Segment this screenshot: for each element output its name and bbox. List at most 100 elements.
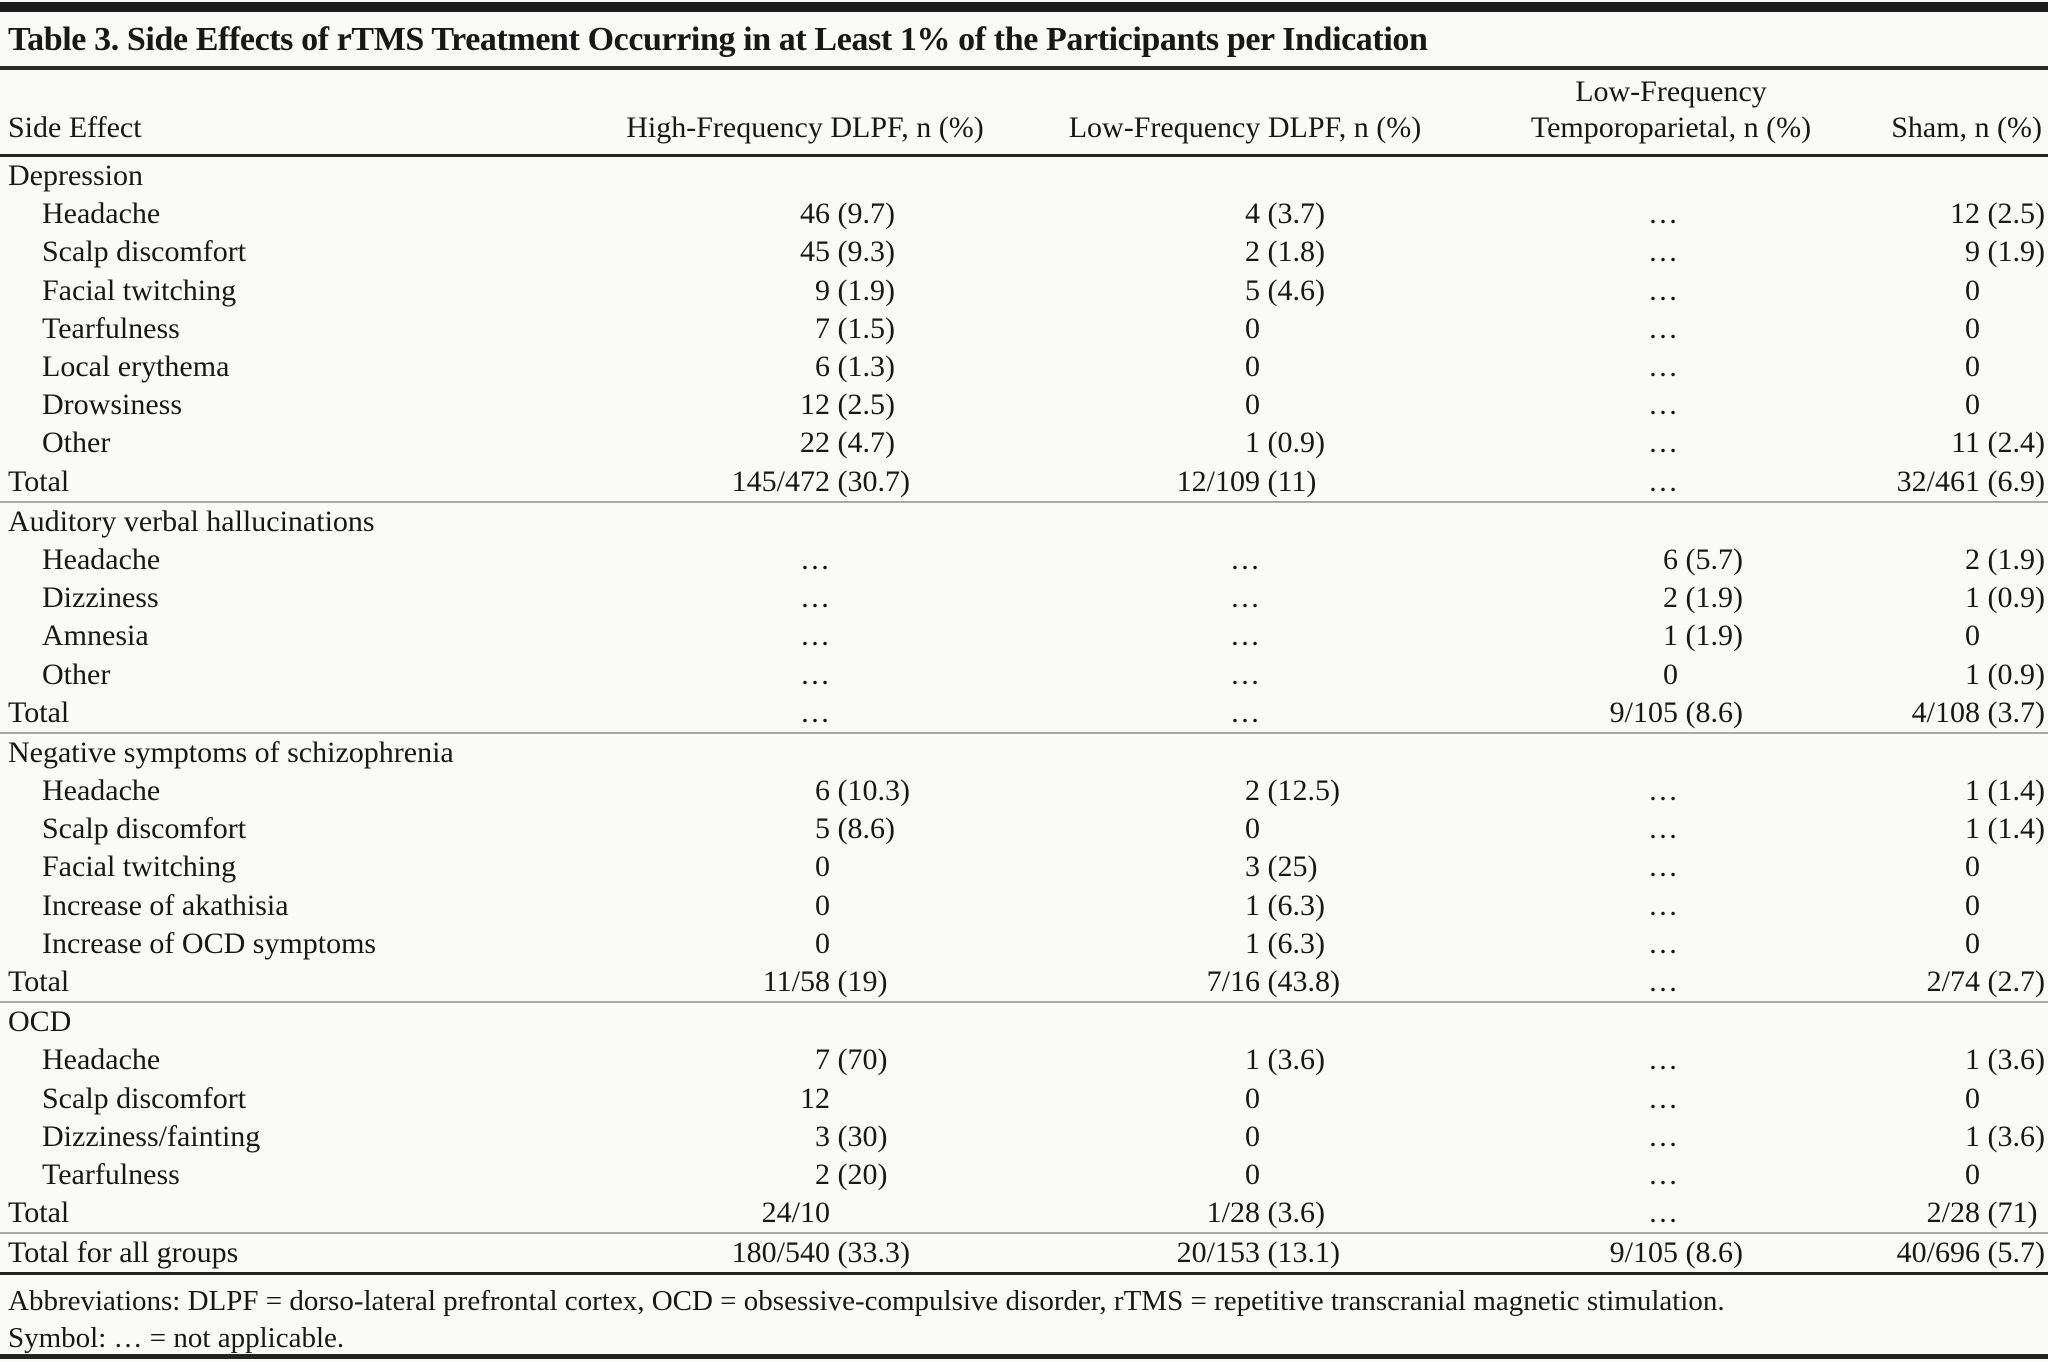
value-cell: … — [550, 619, 950, 653]
table-row: Headache…… 6 (5.7) 2 (1.9) — [0, 541, 2048, 579]
value-count: 2 — [1663, 581, 1678, 615]
side-effect-label: Drowsiness — [42, 388, 182, 422]
value-percent: (19) — [830, 965, 888, 999]
value-cell: 3 (30) — [550, 1120, 950, 1154]
section-label: Auditory verbal hallucinations — [8, 504, 375, 538]
value-count: … — [800, 695, 830, 729]
value-cell: 20/153 (13.1) — [950, 1236, 1350, 1270]
value-percent: (9.7) — [830, 197, 895, 231]
value-count: 2/28 — [1926, 1196, 1980, 1230]
section-total-label: Total — [8, 965, 70, 999]
value-count: 12/109 — [1176, 464, 1260, 498]
value-count: 0 — [1965, 1081, 1980, 1115]
section-label: OCD — [8, 1005, 72, 1039]
value-count: … — [1648, 774, 1678, 808]
value-cell: … — [1350, 889, 1750, 923]
value-percent: (3.7) — [1980, 695, 2045, 729]
value-cell: … — [550, 658, 950, 692]
value-percent: (4.6) — [1260, 273, 1325, 307]
value-cell: … — [1350, 812, 1750, 846]
value-count: … — [1648, 1119, 1678, 1153]
value-cell: 6 (5.7) — [1350, 543, 1750, 577]
value-cell: 0 — [1750, 619, 2048, 653]
value-count: … — [1648, 888, 1678, 922]
value-percent: (3.6) — [1980, 1119, 2045, 1153]
side-effect-label: Facial twitching — [42, 273, 237, 307]
value-count: 3 — [1245, 850, 1260, 884]
value-cell: … — [950, 619, 1350, 653]
value-count: … — [1230, 619, 1260, 653]
side-effect-label: Local erythema — [42, 350, 230, 384]
column-header-sham: Sham, n (%) — [1891, 111, 2042, 144]
value-count: … — [1648, 388, 1678, 422]
side-effect-label: Scalp discomfort — [42, 1081, 247, 1115]
table-row: Facial twitching 9 (1.9) 5 (4.6)… 0 — [0, 272, 2048, 310]
value-cell: … — [950, 658, 1350, 692]
value-cell: 0 — [950, 1082, 1350, 1116]
value-count: … — [1648, 926, 1678, 960]
value-cell: 2 (12.5) — [950, 774, 1350, 808]
value-count: 0 — [1965, 388, 1980, 422]
table-row: Auditory verbal hallucinations — [0, 500, 2048, 541]
value-percent: (25) — [1260, 850, 1318, 884]
table-row: Total 24/10 1/28 (3.6) … 2/28 (71) — [0, 1194, 2048, 1232]
value-count: 7 — [815, 1043, 830, 1077]
value-count: 9/105 — [1609, 1236, 1678, 1270]
value-percent: (5.7) — [1980, 1236, 2045, 1270]
value-cell: 0 — [950, 312, 1350, 346]
value-percent: (43.8) — [1260, 965, 1340, 999]
value-count: 4/108 — [1911, 695, 1980, 729]
value-cell: 0 — [950, 812, 1350, 846]
value-percent: (1.5) — [830, 311, 895, 345]
side-effect-label: Scalp discomfort — [42, 235, 247, 269]
value-cell: 0 — [950, 1120, 1350, 1154]
value-count: 24/10 — [761, 1196, 830, 1230]
value-cell: 9 (1.9) — [550, 274, 950, 308]
value-percent: (2.4) — [1980, 426, 2045, 460]
top-rule-bar — [0, 2, 2048, 12]
value-cell: 1 (3.6) — [1750, 1043, 2048, 1077]
value-count: 46 — [800, 197, 830, 231]
value-cell: … — [1350, 1082, 1750, 1116]
value-cell: 0 — [1750, 1158, 2048, 1192]
side-effect-label: Amnesia — [42, 619, 149, 653]
side-effect-label: Increase of OCD symptoms — [42, 926, 377, 960]
value-cell: 0 — [950, 350, 1350, 384]
value-percent: (1.9) — [1980, 235, 2045, 269]
value-cell: 0 — [550, 889, 950, 923]
table-row: Other … … 0 1 (0.9) — [0, 655, 2048, 693]
value-count: 12 — [800, 388, 830, 422]
value-cell: … — [1350, 774, 1750, 808]
side-effect-label: Other — [42, 426, 111, 460]
table-row: Scalp discomfort 45 (9.3) 2 (1.8)… 9 (1.9) — [0, 233, 2048, 271]
value-cell: 4 (3.7) — [950, 197, 1350, 231]
value-count: 22 — [800, 426, 830, 460]
value-cell: … — [1350, 274, 1750, 308]
value-count: … — [1648, 850, 1678, 884]
value-count: … — [800, 542, 830, 576]
value-cell: 12 (2.5) — [550, 388, 950, 422]
value-count: 0 — [1245, 388, 1260, 422]
column-header-side-effect: Side Effect — [8, 111, 142, 144]
table-row: Total 145/472 (30.7) 12/109 (11)… 32/461 (6… — [0, 463, 2048, 501]
value-percent: (70) — [830, 1043, 888, 1077]
table-footnotes: Abbreviations: DLPF = dorso-lateral pref… — [0, 1275, 2048, 1357]
value-percent: (1.8) — [1260, 235, 1325, 269]
value-count: 1 — [1245, 888, 1260, 922]
side-effect-label: Facial twitching — [42, 850, 237, 884]
value-percent: (6.9) — [1980, 464, 2045, 498]
value-cell: 2/74 (2.7) — [1750, 965, 2048, 999]
value-percent: (4.7) — [830, 426, 895, 460]
value-cell: … — [950, 581, 1350, 615]
side-effect-label: Scalp discomfort — [42, 812, 247, 846]
value-count: … — [1648, 812, 1678, 846]
value-count: … — [1648, 235, 1678, 269]
value-cell: 2 (1.8) — [950, 235, 1350, 269]
value-count: 9 — [815, 273, 830, 307]
value-percent: (0.9) — [1980, 581, 2045, 615]
value-count: 5 — [815, 812, 830, 846]
value-count: … — [1230, 695, 1260, 729]
value-count: … — [800, 657, 830, 691]
value-cell: 7/16 (43.8) — [950, 965, 1350, 999]
value-count: 2 — [1245, 774, 1260, 808]
